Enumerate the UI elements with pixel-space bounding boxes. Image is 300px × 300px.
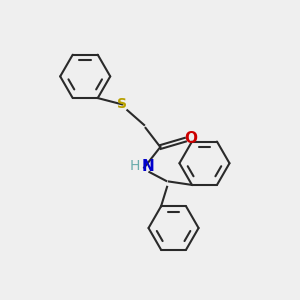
Text: S: S xyxy=(117,98,127,111)
Text: N: N xyxy=(142,159,154,174)
Text: H: H xyxy=(130,159,140,173)
Text: O: O xyxy=(184,131,197,146)
